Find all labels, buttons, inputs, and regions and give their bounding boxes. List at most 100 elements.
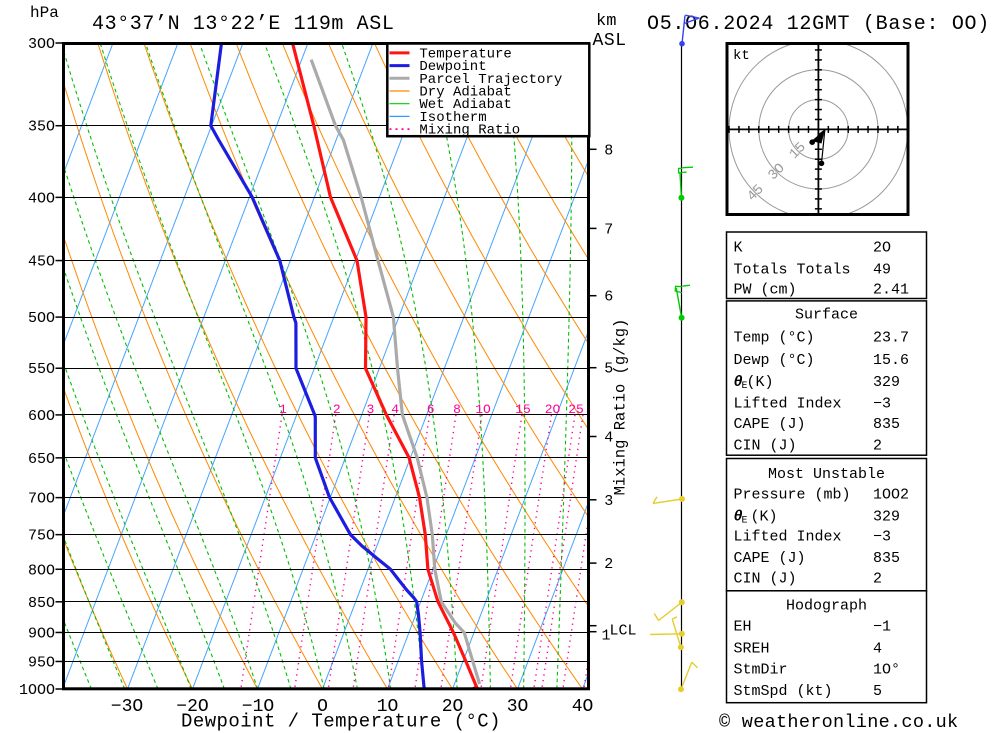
svg-text:2.41: 2.41: [873, 282, 909, 299]
svg-text:Dewpoint / Temperature (°C): Dewpoint / Temperature (°C): [181, 711, 501, 733]
svg-text:Lifted Index: Lifted Index: [734, 529, 842, 546]
svg-text:35O: 35O: [28, 119, 55, 136]
svg-text:2: 2: [604, 556, 613, 573]
svg-text:O5.O6.2O24 12GMT (Base: OO): O5.O6.2O24 12GMT (Base: OO): [647, 13, 990, 36]
svg-text:Isotherm: Isotherm: [419, 110, 486, 126]
svg-text:Lifted Index: Lifted Index: [734, 395, 842, 412]
svg-text:Pressure (mb): Pressure (mb): [734, 487, 851, 504]
svg-text:7: 7: [604, 221, 613, 238]
svg-text:StmDir: StmDir: [734, 662, 788, 679]
svg-text:(K): (K): [751, 509, 778, 526]
svg-text:K: K: [734, 240, 743, 257]
svg-text:Dewp (°C): Dewp (°C): [734, 352, 815, 369]
svg-text:5: 5: [873, 683, 882, 700]
svg-text:8OO: 8OO: [28, 562, 55, 579]
svg-text:StmSpd (kt): StmSpd (kt): [734, 683, 833, 700]
svg-text:−1O: −1O: [242, 697, 274, 717]
svg-text:6: 6: [427, 402, 435, 417]
svg-text:2: 2: [873, 570, 882, 587]
svg-text:835: 835: [873, 550, 900, 567]
svg-text:43°37’N 13°22’E 119m ASL: 43°37’N 13°22’E 119m ASL: [92, 13, 394, 36]
svg-text:55O: 55O: [28, 361, 55, 378]
svg-text:75O: 75O: [28, 528, 55, 545]
svg-text:2O: 2O: [545, 402, 561, 417]
svg-text:49: 49: [873, 262, 891, 279]
svg-text:−3: −3: [873, 395, 891, 412]
svg-text:Temperature: Temperature: [419, 46, 511, 62]
svg-text:6OO: 6OO: [28, 408, 55, 425]
svg-text:3: 3: [604, 493, 613, 510]
svg-text:Wet Adiabat: Wet Adiabat: [419, 97, 511, 113]
svg-text:1: 1: [279, 402, 287, 417]
svg-text:Hodograph: Hodograph: [786, 597, 867, 614]
svg-text:4OO: 4OO: [28, 190, 55, 207]
svg-text:4: 4: [391, 402, 399, 417]
svg-text:2: 2: [333, 402, 341, 417]
svg-text:9OO: 9OO: [28, 625, 55, 642]
svg-text:8: 8: [604, 142, 613, 159]
svg-text:329: 329: [873, 374, 900, 391]
svg-text:65O: 65O: [28, 451, 55, 468]
svg-text:2O: 2O: [873, 240, 891, 257]
svg-text:LCL: LCL: [610, 623, 637, 640]
svg-text:3: 3: [366, 402, 374, 417]
svg-text:O: O: [317, 697, 328, 717]
svg-text:E: E: [742, 381, 748, 392]
svg-text:23.7: 23.7: [873, 329, 909, 346]
svg-text:θ: θ: [734, 509, 743, 526]
svg-text:1O: 1O: [475, 402, 491, 417]
svg-text:CIN (J): CIN (J): [734, 570, 797, 587]
svg-text:EH: EH: [734, 619, 752, 636]
svg-text:835: 835: [873, 416, 900, 433]
svg-text:329: 329: [873, 509, 900, 526]
svg-text:7OO: 7OO: [28, 491, 55, 508]
svg-text:8: 8: [453, 402, 461, 417]
svg-text:5OO: 5OO: [28, 310, 55, 327]
svg-text:Temp (°C): Temp (°C): [734, 329, 815, 346]
svg-text:95O: 95O: [28, 654, 55, 671]
svg-text:SREH: SREH: [734, 641, 770, 658]
svg-text:CAPE (J): CAPE (J): [734, 550, 806, 567]
svg-text:E: E: [742, 516, 748, 527]
svg-text:4: 4: [873, 641, 882, 658]
svg-text:CIN (J): CIN (J): [734, 438, 797, 455]
svg-text:(K): (K): [747, 374, 774, 391]
svg-text:4O: 4O: [572, 697, 594, 717]
svg-text:© weatheronline.co.uk: © weatheronline.co.uk: [719, 712, 958, 733]
svg-text:CAPE (J): CAPE (J): [734, 416, 806, 433]
svg-text:4: 4: [604, 430, 613, 447]
svg-text:1O°: 1O°: [873, 662, 900, 679]
svg-text:45O: 45O: [28, 254, 55, 271]
svg-text:Parcel Trajectory: Parcel Trajectory: [419, 72, 562, 88]
svg-text:−3O: −3O: [111, 697, 143, 717]
svg-text:kt: kt: [733, 48, 750, 64]
svg-text:Dewpoint: Dewpoint: [419, 59, 486, 75]
svg-text:Mixing Ratio (g/kg): Mixing Ratio (g/kg): [612, 319, 630, 496]
svg-text:Totals Totals: Totals Totals: [734, 262, 851, 279]
svg-text:6: 6: [604, 289, 613, 306]
svg-text:15.6: 15.6: [873, 352, 909, 369]
svg-text:3OO: 3OO: [28, 36, 55, 53]
svg-text:15: 15: [515, 402, 531, 417]
svg-text:5: 5: [604, 361, 613, 378]
svg-text:hPa: hPa: [30, 4, 59, 22]
svg-text:2O: 2O: [442, 697, 464, 717]
svg-text:1: 1: [601, 628, 610, 645]
svg-text:Mixing Ratio: Mixing Ratio: [419, 123, 520, 139]
svg-text:2: 2: [873, 438, 882, 455]
svg-text:km: km: [596, 12, 616, 31]
svg-text:θ: θ: [734, 374, 743, 391]
svg-text:−3: −3: [873, 529, 891, 546]
svg-text:−2O: −2O: [176, 697, 208, 717]
svg-text:25: 25: [568, 402, 584, 417]
svg-text:Most Unstable: Most Unstable: [768, 466, 885, 483]
svg-text:1O: 1O: [377, 697, 399, 717]
svg-text:1OOO: 1OOO: [19, 682, 55, 699]
svg-text:1OO2: 1OO2: [873, 487, 909, 504]
svg-text:3O: 3O: [507, 697, 529, 717]
svg-text:PW (cm): PW (cm): [734, 282, 797, 299]
svg-text:85O: 85O: [28, 595, 55, 612]
svg-text:Dry Adiabat: Dry Adiabat: [419, 85, 511, 101]
svg-text:ASL: ASL: [593, 31, 627, 51]
svg-text:Surface: Surface: [795, 307, 858, 324]
